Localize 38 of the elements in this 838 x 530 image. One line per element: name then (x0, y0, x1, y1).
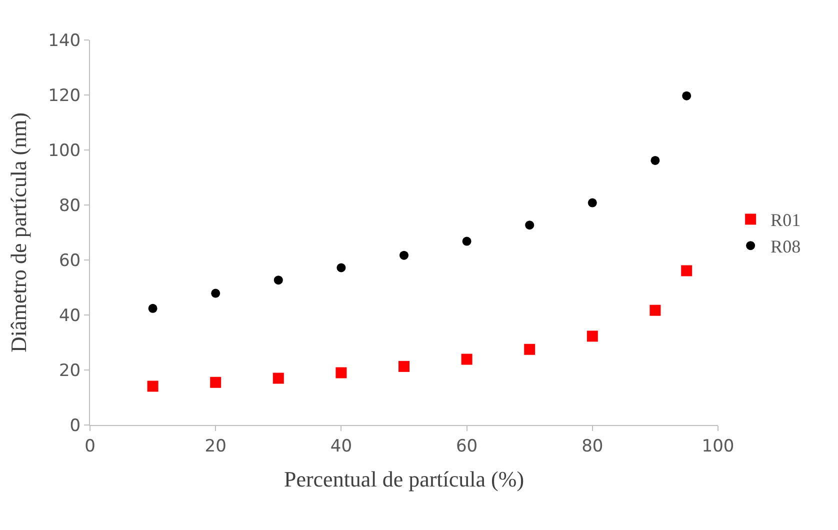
point (650, 304, 661, 316)
point (650, 156, 660, 165)
y-tick-label: 60 (58, 250, 81, 271)
point (211, 288, 220, 298)
x-tick-label: 20 (204, 436, 226, 456)
y-axis-title: Diâmetro de partícula (nm) (6, 112, 31, 353)
x-tick-label: 40 (330, 436, 352, 456)
point (588, 198, 597, 208)
point (210, 376, 222, 388)
point (336, 367, 347, 378)
x-axis-title: Percentual de partícula (%) (284, 466, 524, 492)
x-tick-label: 100 (702, 436, 734, 456)
y-tick-label: 140 (48, 30, 81, 51)
point (681, 265, 692, 276)
point (398, 360, 410, 372)
point (336, 263, 346, 272)
x-tick-label: 80 (582, 436, 604, 456)
point (524, 344, 536, 355)
point (272, 372, 284, 384)
point (147, 380, 158, 392)
point (682, 91, 692, 100)
y-tick-label: 20 (58, 360, 81, 381)
legend-label: R01 (770, 210, 801, 230)
y-tick-label: 80 (58, 196, 81, 216)
legend-label: R08 (770, 236, 801, 257)
point (586, 330, 598, 342)
y-tick-label: 100 (48, 140, 81, 161)
y-tick-label: 0 (70, 416, 81, 436)
point (148, 304, 158, 313)
point (400, 250, 408, 260)
point (525, 220, 534, 230)
x-tick-label: 0 (84, 436, 96, 456)
y-tick-label: 120 (48, 86, 81, 106)
point (462, 236, 472, 246)
y-tick-label: 40 (58, 306, 81, 326)
point (274, 276, 283, 285)
point (461, 354, 472, 365)
x-tick-label: 60 (456, 436, 478, 456)
